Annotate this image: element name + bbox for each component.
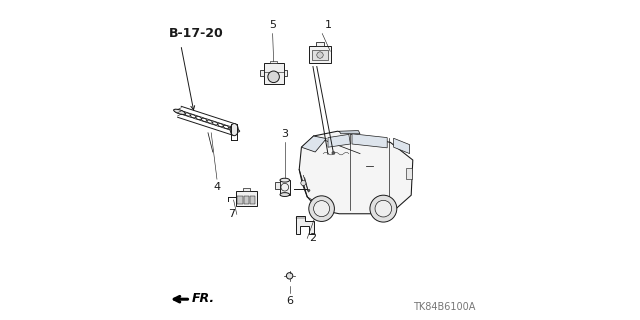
Text: FR.: FR.	[192, 292, 215, 305]
Polygon shape	[394, 138, 410, 154]
FancyBboxPatch shape	[280, 180, 290, 195]
FancyBboxPatch shape	[284, 70, 287, 76]
Circle shape	[317, 52, 323, 58]
Circle shape	[287, 273, 293, 279]
FancyBboxPatch shape	[237, 196, 243, 204]
Ellipse shape	[173, 109, 186, 115]
Circle shape	[307, 189, 310, 192]
FancyBboxPatch shape	[406, 168, 412, 179]
Polygon shape	[352, 134, 387, 148]
FancyBboxPatch shape	[312, 50, 328, 60]
Text: 6: 6	[286, 296, 293, 306]
FancyBboxPatch shape	[260, 70, 264, 76]
FancyBboxPatch shape	[236, 191, 257, 206]
FancyBboxPatch shape	[264, 63, 284, 84]
Text: 1: 1	[325, 20, 332, 30]
Ellipse shape	[280, 178, 290, 182]
Text: B-17-20: B-17-20	[169, 27, 224, 40]
FancyBboxPatch shape	[309, 46, 331, 63]
Text: 2: 2	[309, 233, 316, 244]
Polygon shape	[296, 216, 314, 234]
FancyBboxPatch shape	[270, 61, 278, 63]
Circle shape	[314, 201, 330, 217]
Ellipse shape	[280, 193, 290, 196]
Text: 5: 5	[269, 20, 276, 30]
FancyBboxPatch shape	[244, 196, 249, 204]
Text: TK84B6100A: TK84B6100A	[413, 302, 475, 312]
Circle shape	[268, 71, 280, 83]
Circle shape	[309, 196, 335, 221]
Circle shape	[370, 195, 397, 222]
FancyBboxPatch shape	[275, 182, 280, 189]
Text: 4: 4	[213, 182, 221, 192]
Circle shape	[301, 180, 306, 186]
FancyBboxPatch shape	[243, 188, 250, 191]
Polygon shape	[339, 131, 360, 134]
FancyBboxPatch shape	[316, 42, 324, 46]
Text: 7: 7	[228, 209, 236, 220]
Circle shape	[332, 151, 335, 155]
Ellipse shape	[230, 124, 238, 136]
Circle shape	[375, 200, 392, 217]
Polygon shape	[300, 131, 413, 214]
Text: 3: 3	[282, 129, 288, 139]
Polygon shape	[301, 136, 326, 152]
Polygon shape	[328, 134, 351, 147]
FancyBboxPatch shape	[250, 196, 255, 204]
